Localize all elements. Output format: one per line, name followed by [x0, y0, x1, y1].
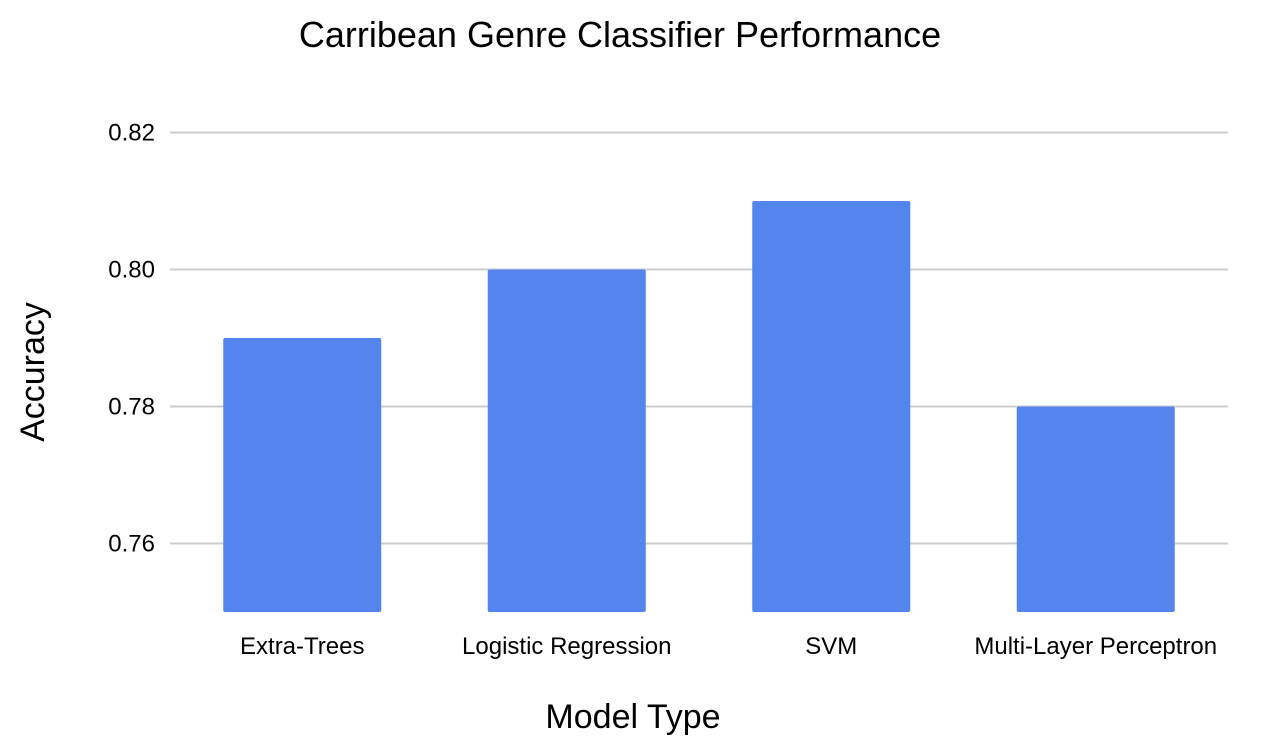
x-axis-title: Model Type [545, 698, 720, 736]
y-tick-label: 0.76 [108, 531, 155, 558]
y-tick-label: 0.82 [108, 120, 155, 147]
chart-title: Carribean Genre Classifier Performance [299, 14, 941, 55]
y-tick-label: 0.80 [108, 257, 155, 284]
y-axis-title: Accuracy [14, 302, 52, 442]
y-axis-ticks: 0.76 0.78 0.80 0.82 [108, 120, 155, 558]
bar-extra-trees [223, 338, 382, 612]
x-tick-label: Multi-Layer Perceptron [974, 633, 1217, 660]
x-tick-label: Logistic Regression [462, 633, 671, 660]
bar-multi-layer-perceptron [1016, 406, 1175, 612]
bar-svm [752, 201, 911, 612]
x-tick-label: SVM [805, 633, 857, 660]
x-tick-label: Extra-Trees [240, 633, 364, 660]
bars [223, 201, 1175, 612]
y-tick-label: 0.78 [108, 394, 155, 421]
bar-logistic-regression [487, 269, 646, 612]
x-axis-ticks: Extra-Trees Logistic Regression SVM Multi-L… [240, 633, 1217, 660]
